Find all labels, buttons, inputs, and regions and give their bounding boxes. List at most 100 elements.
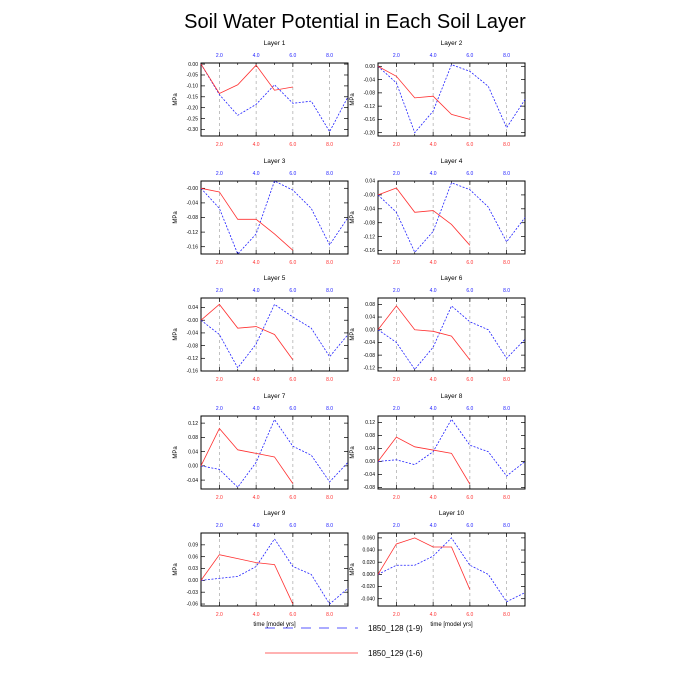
x-tick-label-bottom: 2.0 [393,142,400,148]
x-tick-label-top: 4.0 [253,171,260,177]
x-tick-label-top: 2.0 [216,288,223,294]
plot-frame [377,532,526,607]
y-tick-label: 0.04 [365,179,375,185]
y-tick-label: 0.060 [362,536,375,542]
plot-frame [200,415,349,490]
y-tick-label: -0.04 [364,207,376,213]
x-tick-label-top: 2.0 [216,171,223,177]
x-tick-label-top: 6.0 [466,288,473,294]
plot-frame [377,62,526,137]
y-tick-label: -0.00 [364,193,376,199]
y-tick-label: -0.04 [187,331,199,337]
y-axis-label: MPa [173,328,179,341]
x-tick-label-bottom: 4.0 [430,260,437,266]
plot-frame [377,180,526,255]
y-tick-label: 0.00 [188,578,198,584]
y-tick-label: -0.00 [187,186,199,192]
series-line-1850-129 [200,63,293,95]
y-tick-label: -0.08 [364,485,376,491]
y-axis-label: MPa [173,93,179,106]
series-line-1850-128 [377,537,526,603]
x-tick-label-top: 8.0 [326,406,333,412]
x-tick-label-bottom: 4.0 [253,260,260,266]
x-tick-label-bottom: 6.0 [466,142,473,148]
x-tick-label-top: 6.0 [289,523,296,529]
x-tick-label-top: 6.0 [289,53,296,59]
x-tick-label-top: 8.0 [503,171,510,177]
y-tick-label: -0.03 [187,590,199,596]
x-tick-label-top: 4.0 [253,53,260,59]
y-tick-label: 0.04 [188,449,198,455]
x-tick-label-bottom: 6.0 [289,495,296,501]
y-axis-label: MPa [173,563,179,576]
y-tick-label: -0.04 [364,77,376,83]
y-tick-label: -0.00 [187,318,199,324]
panel-layer-2: Layer 2 2.0 2.0 4.0 4.0 6.0 6.0 8.0 8.0 0.00 -0.04… [350,40,526,148]
x-tick-label-bottom: 8.0 [503,142,510,148]
y-tick-label: -0.20 [187,105,199,111]
y-tick-label: -0.08 [187,215,199,221]
y-tick-label: -0.04 [364,472,376,478]
x-tick-label-bottom: 4.0 [430,495,437,501]
series-line-1850-128 [200,538,349,605]
series-line-1850-129 [200,187,294,251]
x-tick-label-top: 6.0 [289,406,296,412]
y-tick-label: 0.00 [365,327,375,333]
panel-title: Layer 7 [264,393,286,400]
series-line-1850-128 [200,303,349,369]
plot-frame [200,180,349,255]
y-tick-label: -0.16 [187,369,199,375]
y-tick-label: -0.30 [187,127,199,133]
x-tick-label-bottom: 4.0 [430,377,437,383]
x-tick-label-top: 8.0 [326,288,333,294]
x-tick-label-top: 4.0 [253,523,260,529]
y-tick-label: -0.16 [364,248,376,254]
x-tick-label-top: 6.0 [466,171,473,177]
x-tick-label-top: 8.0 [326,523,333,529]
plot-frame [377,297,526,372]
panel-title: Layer 1 [264,40,286,47]
x-tick-label-bottom: 8.0 [503,495,510,501]
plot-frame [200,532,349,607]
series-line-1850-128 [377,64,526,134]
x-axis-label: time [model yrs] [253,622,296,628]
y-axis-label: MPa [350,446,356,459]
y-tick-label: 0.08 [365,302,375,308]
x-tick-label-top: 4.0 [430,53,437,59]
y-tick-label: -0.16 [364,117,376,123]
panel-title: Layer 2 [441,40,463,47]
y-tick-label: -0.12 [364,366,376,372]
y-tick-label: 0.08 [188,435,198,441]
x-tick-label-bottom: 8.0 [326,612,333,618]
x-tick-label-top: 4.0 [430,288,437,294]
y-tick-label: -0.08 [187,343,199,349]
y-tick-label: 0.12 [365,420,375,426]
panel-layer-10: Layer 10 2.0 2.0 4.0 4.0 6.0 6.0 8.0 8.0 0.060 0.0… [350,510,526,628]
y-axis-label: MPa [350,211,356,224]
x-tick-label-bottom: 8.0 [326,260,333,266]
x-tick-label-bottom: 2.0 [216,495,223,501]
x-tick-label-bottom: 6.0 [466,612,473,618]
y-tick-label: -0.020 [361,584,375,590]
plot-frame [200,62,349,137]
x-tick-label-top: 8.0 [503,53,510,59]
y-tick-label: -0.20 [364,130,376,136]
x-tick-label-top: 6.0 [466,406,473,412]
y-axis-label: MPa [350,563,356,576]
series-line-1850-129 [377,537,471,590]
x-tick-label-bottom: 6.0 [466,495,473,501]
series-line-1850-129 [200,427,294,484]
x-tick-label-bottom: 6.0 [289,260,296,266]
x-tick-label-bottom: 2.0 [216,142,223,148]
x-tick-label-bottom: 4.0 [253,377,260,383]
x-tick-label-top: 8.0 [503,406,510,412]
x-tick-label-top: 2.0 [393,171,400,177]
panel-layer-7: Layer 7 2.0 2.0 4.0 4.0 6.0 6.0 8.0 8.0 0.12 0.08 0… [173,393,349,501]
y-tick-label: -0.06 [187,602,199,608]
x-tick-label-top: 2.0 [393,406,400,412]
x-tick-label-top: 6.0 [289,288,296,294]
x-tick-label-top: 2.0 [393,288,400,294]
y-tick-label: 0.04 [188,305,198,311]
y-axis-label: MPa [350,93,356,106]
